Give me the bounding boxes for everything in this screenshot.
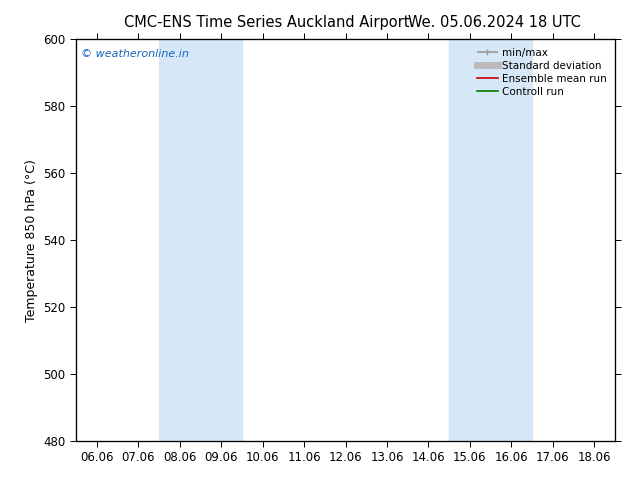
Text: CMC-ENS Time Series Auckland Airport: CMC-ENS Time Series Auckland Airport [124,15,409,30]
Bar [449,39,532,441]
Y-axis label: Temperature 850 hPa (°C): Temperature 850 hPa (°C) [25,159,38,321]
Text: We. 05.06.2024 18 UTC: We. 05.06.2024 18 UTC [408,15,581,30]
Legend: min/max, Standard deviation, Ensemble mean run, Controll run: min/max, Standard deviation, Ensemble me… [473,44,611,101]
Bar [159,39,242,441]
Text: © weatheronline.in: © weatheronline.in [81,49,190,59]
